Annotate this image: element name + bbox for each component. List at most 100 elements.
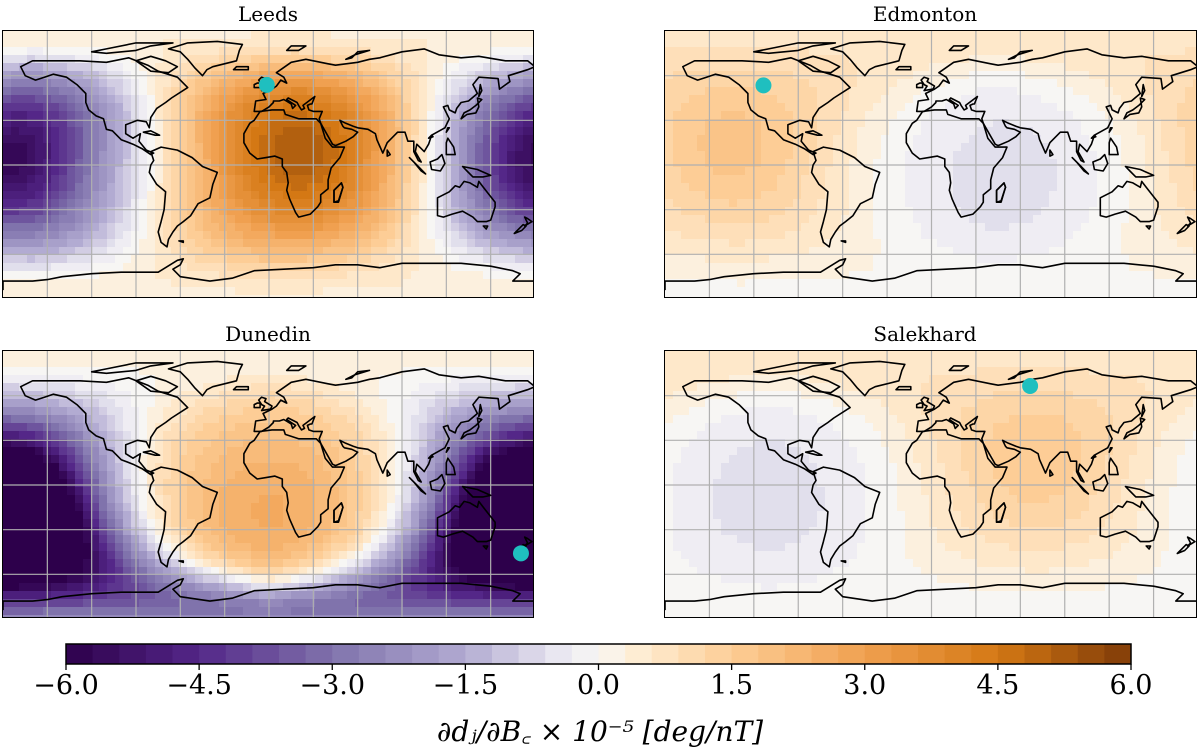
heatmap-cell bbox=[769, 127, 778, 136]
heatmap-cell bbox=[937, 47, 946, 56]
heatmap-cell bbox=[227, 231, 236, 240]
heatmap-cell bbox=[187, 279, 196, 288]
heatmap-cell bbox=[411, 215, 420, 224]
heatmap-cell bbox=[777, 215, 786, 224]
heatmap-cell bbox=[1177, 199, 1186, 208]
heatmap-cell bbox=[969, 103, 978, 112]
heatmap-cell bbox=[331, 127, 340, 136]
heatmap-cell bbox=[977, 271, 986, 280]
heatmap-cell bbox=[977, 207, 986, 216]
heatmap-cell bbox=[155, 175, 164, 184]
heatmap-cell bbox=[507, 287, 516, 296]
heatmap-cell bbox=[299, 119, 308, 128]
heatmap-cell bbox=[275, 199, 284, 208]
heatmap-cell bbox=[515, 255, 524, 264]
heatmap-cell bbox=[355, 239, 364, 248]
heatmap-cell bbox=[1017, 199, 1026, 208]
heatmap-cell bbox=[179, 207, 188, 216]
heatmap-cell bbox=[411, 175, 420, 184]
heatmap-cell bbox=[897, 215, 906, 224]
heatmap-cell bbox=[1017, 263, 1026, 272]
heatmap-cell bbox=[1153, 191, 1162, 200]
heatmap-cell bbox=[451, 183, 460, 192]
heatmap-cell bbox=[379, 271, 388, 280]
heatmap-cell bbox=[51, 191, 60, 200]
heatmap-cell bbox=[211, 95, 220, 104]
heatmap-cell bbox=[1185, 279, 1194, 288]
heatmap-cell bbox=[1145, 135, 1154, 144]
heatmap-cell bbox=[817, 295, 826, 297]
heatmap-cell bbox=[395, 103, 404, 112]
heatmap-cell bbox=[139, 295, 148, 297]
heatmap-cell bbox=[291, 127, 300, 136]
heatmap-cell bbox=[507, 383, 516, 392]
heatmap-cell bbox=[937, 143, 946, 152]
heatmap-cell bbox=[147, 215, 156, 224]
heatmap-cell bbox=[1185, 191, 1194, 200]
heatmap-cell bbox=[937, 159, 946, 168]
heatmap-cell bbox=[67, 367, 76, 376]
heatmap-cell bbox=[897, 295, 906, 297]
heatmap-cell bbox=[681, 175, 690, 184]
heatmap-cell bbox=[1177, 39, 1186, 48]
heatmap-cell bbox=[1129, 151, 1138, 160]
heatmap-cell bbox=[961, 127, 970, 136]
heatmap-cell bbox=[1169, 127, 1178, 136]
heatmap-cell bbox=[115, 63, 124, 72]
heatmap-cell bbox=[475, 287, 484, 296]
heatmap-cell bbox=[1041, 159, 1050, 168]
heatmap-cell bbox=[1049, 279, 1058, 288]
heatmap-cell bbox=[27, 79, 36, 88]
heatmap-cell bbox=[427, 295, 436, 297]
heatmap-cell bbox=[729, 63, 738, 72]
heatmap-cell bbox=[945, 103, 954, 112]
heatmap-cell bbox=[395, 271, 404, 280]
heatmap-cell bbox=[937, 119, 946, 128]
heatmap-cell bbox=[977, 127, 986, 136]
heatmap-cell bbox=[985, 63, 994, 72]
heatmap-cell bbox=[689, 207, 698, 216]
heatmap-cell bbox=[833, 95, 842, 104]
coastline-madagascar bbox=[333, 182, 344, 203]
heatmap-cell bbox=[977, 151, 986, 160]
heatmap-cell bbox=[179, 135, 188, 144]
heatmap-cell bbox=[299, 167, 308, 176]
heatmap-cell bbox=[275, 295, 284, 297]
heatmap-cell bbox=[267, 151, 276, 160]
heatmap-cell bbox=[451, 199, 460, 208]
heatmap-cell bbox=[499, 239, 508, 248]
heatmap-cell bbox=[131, 287, 140, 296]
heatmap-cell bbox=[777, 271, 786, 280]
heatmap-cell bbox=[355, 359, 364, 368]
heatmap-cell bbox=[491, 383, 500, 392]
heatmap-cell bbox=[171, 287, 180, 296]
heatmap-cell bbox=[825, 119, 834, 128]
heatmap-cell bbox=[1185, 287, 1194, 296]
heatmap-cell bbox=[881, 151, 890, 160]
heatmap-cell bbox=[451, 255, 460, 264]
heatmap-cell bbox=[1089, 55, 1098, 64]
heatmap-cell bbox=[347, 287, 356, 296]
heatmap-cell bbox=[59, 79, 68, 88]
heatmap-cell bbox=[889, 175, 898, 184]
heatmap-cell bbox=[825, 191, 834, 200]
heatmap-cell bbox=[857, 215, 866, 224]
heatmap-cell bbox=[1001, 79, 1010, 88]
heatmap-cell bbox=[139, 287, 148, 296]
heatmap-cell bbox=[459, 159, 468, 168]
heatmap-cell bbox=[403, 55, 412, 64]
heatmap-cell bbox=[115, 279, 124, 288]
heatmap-cell bbox=[403, 31, 412, 40]
heatmap-cell bbox=[921, 199, 930, 208]
heatmap-cell bbox=[785, 167, 794, 176]
heatmap-cell bbox=[889, 279, 898, 288]
heatmap-cell bbox=[187, 167, 196, 176]
heatmap-cell bbox=[491, 279, 500, 288]
heatmap-cell bbox=[363, 271, 372, 280]
heatmap-cell bbox=[1065, 95, 1074, 104]
heatmap-cell bbox=[19, 263, 28, 272]
heatmap-cell bbox=[1097, 87, 1106, 96]
heatmap-cell bbox=[451, 375, 460, 384]
heatmap-cell bbox=[665, 167, 674, 176]
heatmap-cell bbox=[713, 151, 722, 160]
